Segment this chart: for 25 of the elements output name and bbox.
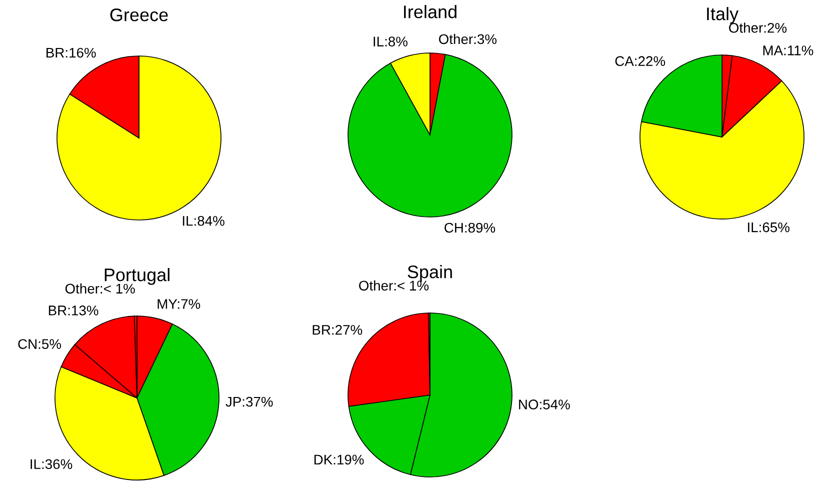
slice-label: CH:89% — [444, 222, 496, 233]
slice-label: MA:11% — [763, 46, 814, 56]
slice-label: Other:3% — [438, 34, 497, 44]
slice-label: IL:84% — [182, 216, 224, 226]
slice-label: NO:54% — [519, 400, 570, 410]
slice-label: BR:16% — [46, 48, 96, 58]
slice-label: IL:8% — [374, 36, 408, 46]
slice-label: DK:19% — [314, 454, 364, 465]
pie-slice — [348, 54, 512, 218]
slice-label: Other:< 1% — [65, 283, 135, 294]
slice-label: CA:22% — [615, 56, 666, 66]
chart-title: Greece — [110, 8, 168, 22]
slice-label: Other:2% — [729, 22, 787, 33]
slice-label: MY:7% — [158, 299, 200, 309]
slice-label: BR:13% — [48, 306, 98, 316]
chart-title: Italy — [707, 7, 739, 24]
chart-title: Spain — [408, 265, 452, 282]
slice-label: JP:37% — [226, 396, 273, 407]
slice-label: CN:5% — [18, 339, 62, 349]
slice-label: IL:65% — [748, 222, 790, 232]
slice-label: BR:27% — [312, 324, 362, 335]
chart-title: Portugal — [104, 268, 170, 285]
slice-label: Other:< 1% — [359, 280, 429, 291]
chart-title: Ireland — [404, 5, 456, 18]
slice-label: IL:36% — [30, 459, 72, 470]
